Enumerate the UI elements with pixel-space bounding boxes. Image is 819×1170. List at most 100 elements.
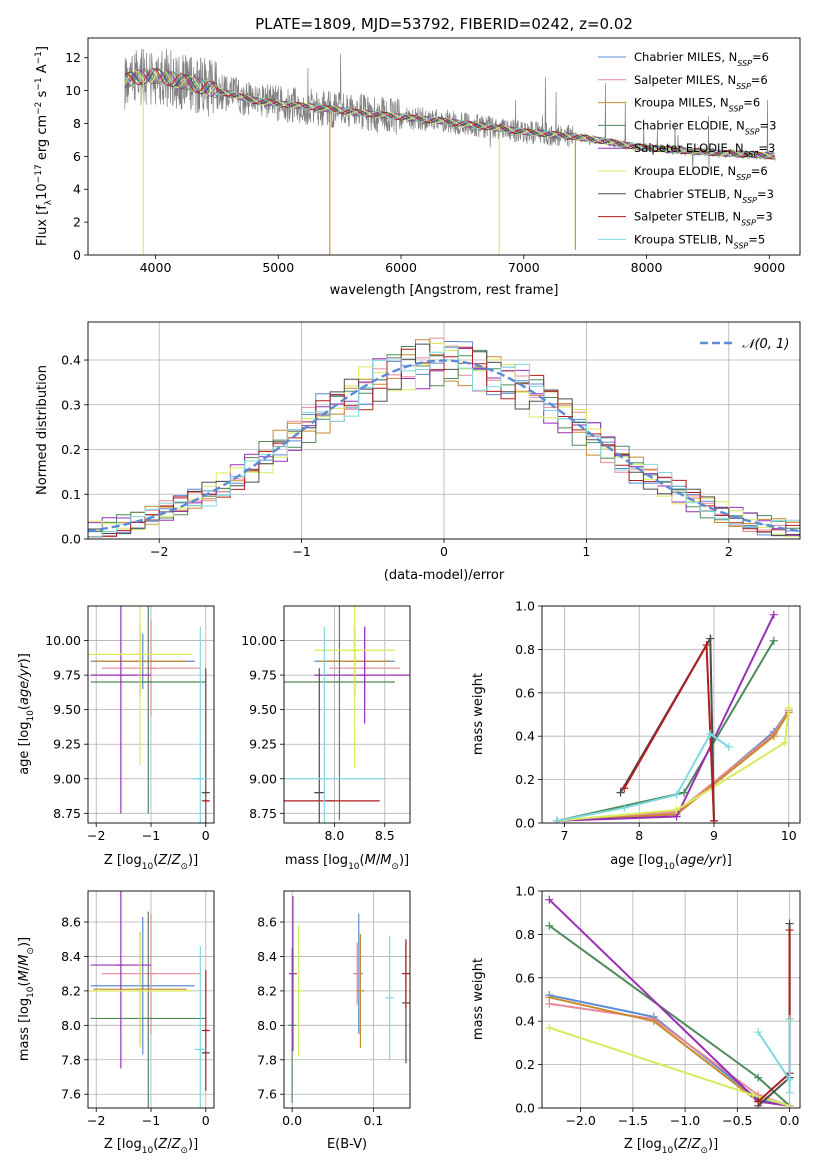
age-vs-z-y-axis-label: age [log10(age/yr)] [17,653,36,775]
series-point [649,1017,658,1026]
errorbar-kroupa-elodie [314,606,395,768]
series-point [710,816,718,823]
label-part: / [167,1137,172,1152]
tick-label-x: −1.5 [618,1113,648,1128]
spectrum-panel: 4000 5000 6000 7000 8000 9000 0 2 4 6 8 10 12 wavelen… [34,37,801,298]
series-point [785,1015,794,1024]
axes-frame [541,605,801,824]
label-part: −1 [34,51,44,64]
label-part: mass [log [17,998,32,1061]
weight-vs-z-x-axis-label: Z [log10(Z/Z⊙)] [624,1137,718,1156]
legend-model: Chabrier MILES, N [634,50,737,64]
series-point [545,1023,554,1032]
label-part: / [17,965,32,970]
label-part: Z [171,853,182,868]
plot-area [88,891,210,1108]
legend-count: =6 [752,50,769,64]
tick-label-y: 1.0 [515,884,535,899]
tick-label-y: 8.4 [257,949,277,964]
series-point [545,993,554,1002]
errorbar-chabrier-stelib [314,668,325,823]
label-part: M [17,970,32,981]
series-point [785,926,794,935]
tick-label-y: 9.50 [53,702,81,717]
errorbar-kroupa-stelib [194,946,206,1108]
label-part: )] [17,653,32,663]
label-part: age/yr [17,662,32,705]
model-line-kroupa-elodie [124,69,775,160]
tick-label-x: −1 [292,544,310,559]
label-part: 10 [142,862,154,872]
spectrum-x-axis-label: wavelength [Angstrom, rest frame] [330,283,559,298]
model-line-kroupa-stelib [124,68,775,159]
tick-label-y: 8.4 [61,949,81,964]
mass-vs-ebv-x-axis-label: E(B-V) [327,1137,367,1152]
series-point [769,636,778,645]
tick-label-y: 8.0 [61,1018,81,1033]
errorbar-salpeter-elodie [90,891,151,1069]
label-part: / [167,853,172,868]
label-part: 10 [26,986,36,998]
tick-label-y: 7.6 [257,1087,277,1102]
legend-model: Kroupa ELODIE, N [634,164,736,178]
legend-sub: SSP [741,218,756,227]
mass-vs-ebv-panel: 0.0 0.1 7.6 7.8 8.0 8.2 8.4 8.6 E(B-V) [257,890,411,1152]
legend-label-chabrier-miles: Chabrier MILES, NSSP=6 [634,50,769,68]
series-point [784,703,793,712]
tick-label-x: 9000 [753,260,785,275]
label-part: 10 [26,710,36,722]
legend-count: =6 [743,96,760,110]
age-vs-mass-panel: 8.0 8.5 8.75 9.00 9.25 9.50 9.75 10.00 mass [log… [241,605,411,872]
tick-label-y: 0 [73,248,81,263]
tick-label-x: 0.0 [780,1113,800,1128]
legend-count: =6 [751,164,768,178]
label-part: ( [17,705,32,710]
legend-model: Salpeter ELODIE, N [634,141,744,155]
series-point [616,788,625,797]
label-part: s [35,90,50,101]
legend-label-kroupa-miles: Kroupa MILES, NSSP=6 [634,96,760,114]
errorbar-kroupa-elodie [88,606,193,765]
series-point [672,805,681,814]
age-vs-mass-x-axis-label: mass [log10(M/M⊙)] [285,853,409,872]
label-part: 10 [35,183,50,200]
tick-label-x: 5000 [262,260,294,275]
tick-label-x: −2 [87,828,105,843]
tick-label-y: 0.1 [61,487,81,502]
label-part: −2 [34,102,44,115]
series-point [748,1090,757,1099]
tick-label-y: 8.2 [257,983,277,998]
series-point [552,816,561,823]
label-part: Z [157,1137,168,1152]
legend-sub: SSP [737,59,752,68]
legend-sub: SSP [744,150,759,159]
series-point [680,788,689,797]
legend-label-chabrier-stelib: Chabrier STELIB, NSSP=3 [634,187,774,205]
tick-label-x: 8 [635,828,643,843]
tick-label-y: 8.75 [53,806,81,821]
tick-label-y: 9.25 [249,737,277,752]
normal-curve-line [88,359,800,533]
legend-sub: SSP [736,81,751,90]
label-part: ( [360,853,365,868]
legend-count: =3 [760,118,777,132]
label-part: / [687,1137,692,1152]
label-part: Z [171,1137,182,1152]
series-point [754,1073,763,1082]
tick-label-x: −1 [142,828,160,843]
label-part: λ [44,199,54,205]
series-point [754,1097,763,1106]
label-part: −17 [34,164,44,183]
label-part: −1 [34,77,44,90]
residuals-panel: −2 −1 0 1 2 0.0 0.1 0.2 0.3 0.4 𝒩(0, 1) (data-model… [35,321,801,583]
tick-label-y: 1.0 [515,599,535,614]
series-point [672,790,681,799]
tick-label-y: 7.8 [257,1052,277,1067]
tick-label-y: 9.50 [249,702,277,717]
tick-label-x: −2.0 [565,1113,595,1128]
errorbar-kroupa-stelib [385,935,394,1060]
tick-label-x: 0 [202,1113,210,1128]
tick-label-y: 0.4 [515,1014,535,1029]
